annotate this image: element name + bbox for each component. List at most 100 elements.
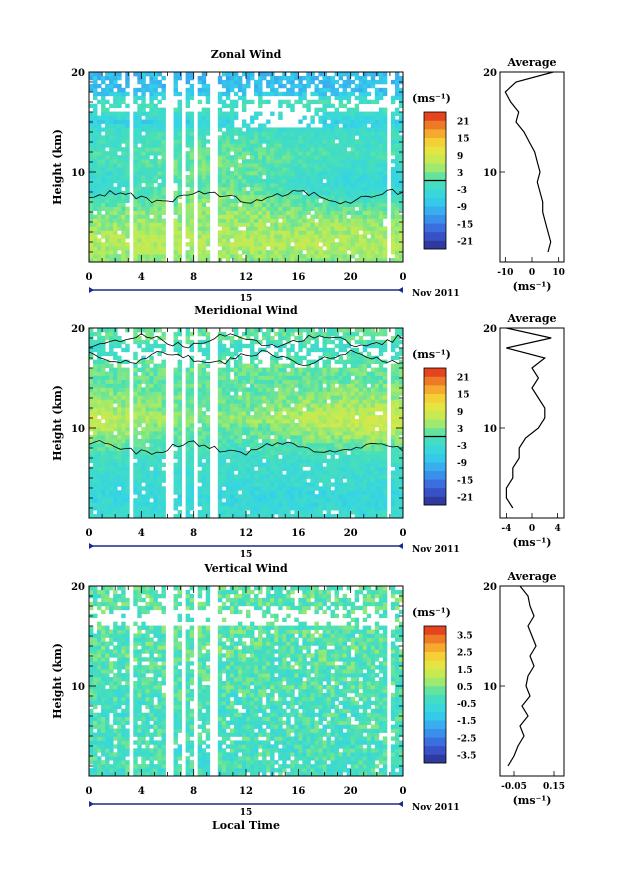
heatmap-cell: [290, 502, 295, 507]
heatmap-cell: [394, 506, 400, 511]
heatmap-cell: [294, 163, 299, 168]
heatmap-cell: [330, 155, 335, 160]
heatmap-cell: [185, 226, 191, 231]
heatmap-cell: [217, 222, 223, 227]
heatmap-cell: [161, 254, 166, 259]
heatmap-cell: [205, 210, 211, 215]
heatmap-cell: [93, 91, 98, 97]
heatmap-cell: [185, 72, 191, 77]
heatmap-cell: [141, 99, 146, 105]
heatmap-cell: [374, 234, 380, 239]
heatmap-cell: [262, 434, 267, 440]
heatmap-cell: [185, 87, 191, 93]
heatmap-cell: [246, 442, 251, 448]
heatmap-cell: [93, 174, 98, 180]
heatmap-cell: [217, 430, 223, 436]
heatmap-cell: [398, 170, 404, 176]
heatmap-cell: [338, 482, 344, 487]
heatmap-cell: [125, 482, 130, 487]
heatmap-cell: [390, 442, 396, 448]
heatmap-cell: [246, 246, 251, 251]
heatmap-cell: [342, 426, 348, 432]
heatmap-cell: [326, 178, 331, 184]
heatmap-cell: [201, 182, 207, 188]
heatmap-cell: [350, 194, 356, 200]
heatmap-cell: [270, 155, 275, 160]
heatmap-cell: [358, 254, 364, 259]
heatmap-cell: [398, 202, 404, 207]
profile-title: Average: [506, 56, 556, 69]
heatmap-cell: [105, 458, 110, 463]
heatmap-cell: [338, 170, 344, 176]
heatmap-cell: [205, 119, 211, 124]
heatmap-cell: [241, 178, 247, 184]
heatmap-cell: [290, 147, 295, 152]
heatmap-cell: [121, 470, 126, 475]
heatmap-cell: [306, 415, 311, 420]
heatmap-cell: [125, 458, 130, 463]
heatmap-cell: [145, 210, 150, 215]
heatmap-cell: [157, 222, 162, 227]
heatmap-cell: [254, 434, 259, 440]
heatmap-cell: [334, 218, 339, 223]
heatmap-cell: [394, 186, 400, 192]
heatmap-cell: [201, 411, 207, 416]
heatmap-cell: [197, 135, 203, 140]
heatmap-cell: [306, 107, 311, 112]
heatmap-cell: [161, 430, 166, 436]
heatmap-cell: [350, 79, 356, 85]
heatmap-cell: [137, 238, 142, 243]
heatmap-cell: [153, 446, 158, 452]
heatmap-cell: [342, 131, 348, 136]
heatmap-cell: [258, 478, 263, 483]
heatmap-cell: [133, 506, 138, 511]
heatmap-cell: [237, 155, 243, 160]
heatmap-cell: [354, 210, 360, 215]
heatmap-cell: [225, 254, 231, 259]
heatmap-cell: [117, 119, 122, 124]
heatmap-cell: [157, 206, 162, 211]
heatmap-cell: [322, 254, 327, 259]
heatmap-cell: [354, 506, 360, 511]
heatmap-cell: [362, 151, 368, 156]
heatmap-cell: [298, 83, 303, 89]
heatmap-cell: [322, 226, 327, 231]
heatmap-cell: [270, 494, 275, 499]
heatmap-cell: [250, 99, 255, 105]
heatmap-cell: [225, 198, 231, 204]
heatmap-cell: [306, 222, 311, 227]
heatmap-cell: [89, 72, 94, 77]
heatmap-cell: [274, 87, 279, 93]
heatmap-cell: [217, 163, 223, 168]
heatmap-cell: [145, 514, 150, 519]
heatmap-cell: [149, 415, 154, 420]
heatmap-cell: [145, 155, 150, 160]
heatmap-cell: [254, 510, 259, 515]
heatmap-cell: [394, 163, 400, 168]
heatmap-cell: [229, 415, 235, 420]
heatmap-cell: [237, 163, 243, 168]
heatmap-cell: [157, 143, 162, 148]
heatmap-cell: [322, 498, 327, 503]
heatmap-cell: [282, 498, 287, 503]
heatmap-cell: [161, 250, 166, 255]
heatmap-cell: [241, 163, 247, 168]
heatmap-cell: [270, 127, 275, 132]
heatmap-cell: [157, 454, 162, 460]
heatmap-cell: [189, 242, 195, 247]
heatmap-cell: [330, 178, 335, 184]
heatmap-cell: [302, 478, 307, 483]
heatmap-cell: [330, 194, 335, 200]
heatmap-cell: [382, 415, 388, 420]
heatmap-cell: [221, 72, 227, 77]
heatmap-cell: [314, 458, 319, 463]
heatmap-cell: [282, 186, 287, 192]
heatmap-cell: [298, 131, 303, 136]
heatmap-cell: [229, 87, 235, 93]
heatmap-cell: [282, 490, 287, 495]
heatmap-cell: [346, 494, 352, 499]
heatmap-cell: [322, 190, 327, 196]
heatmap-cell: [262, 462, 267, 467]
heatmap-cell: [378, 230, 384, 235]
heatmap-cell: [117, 202, 122, 207]
